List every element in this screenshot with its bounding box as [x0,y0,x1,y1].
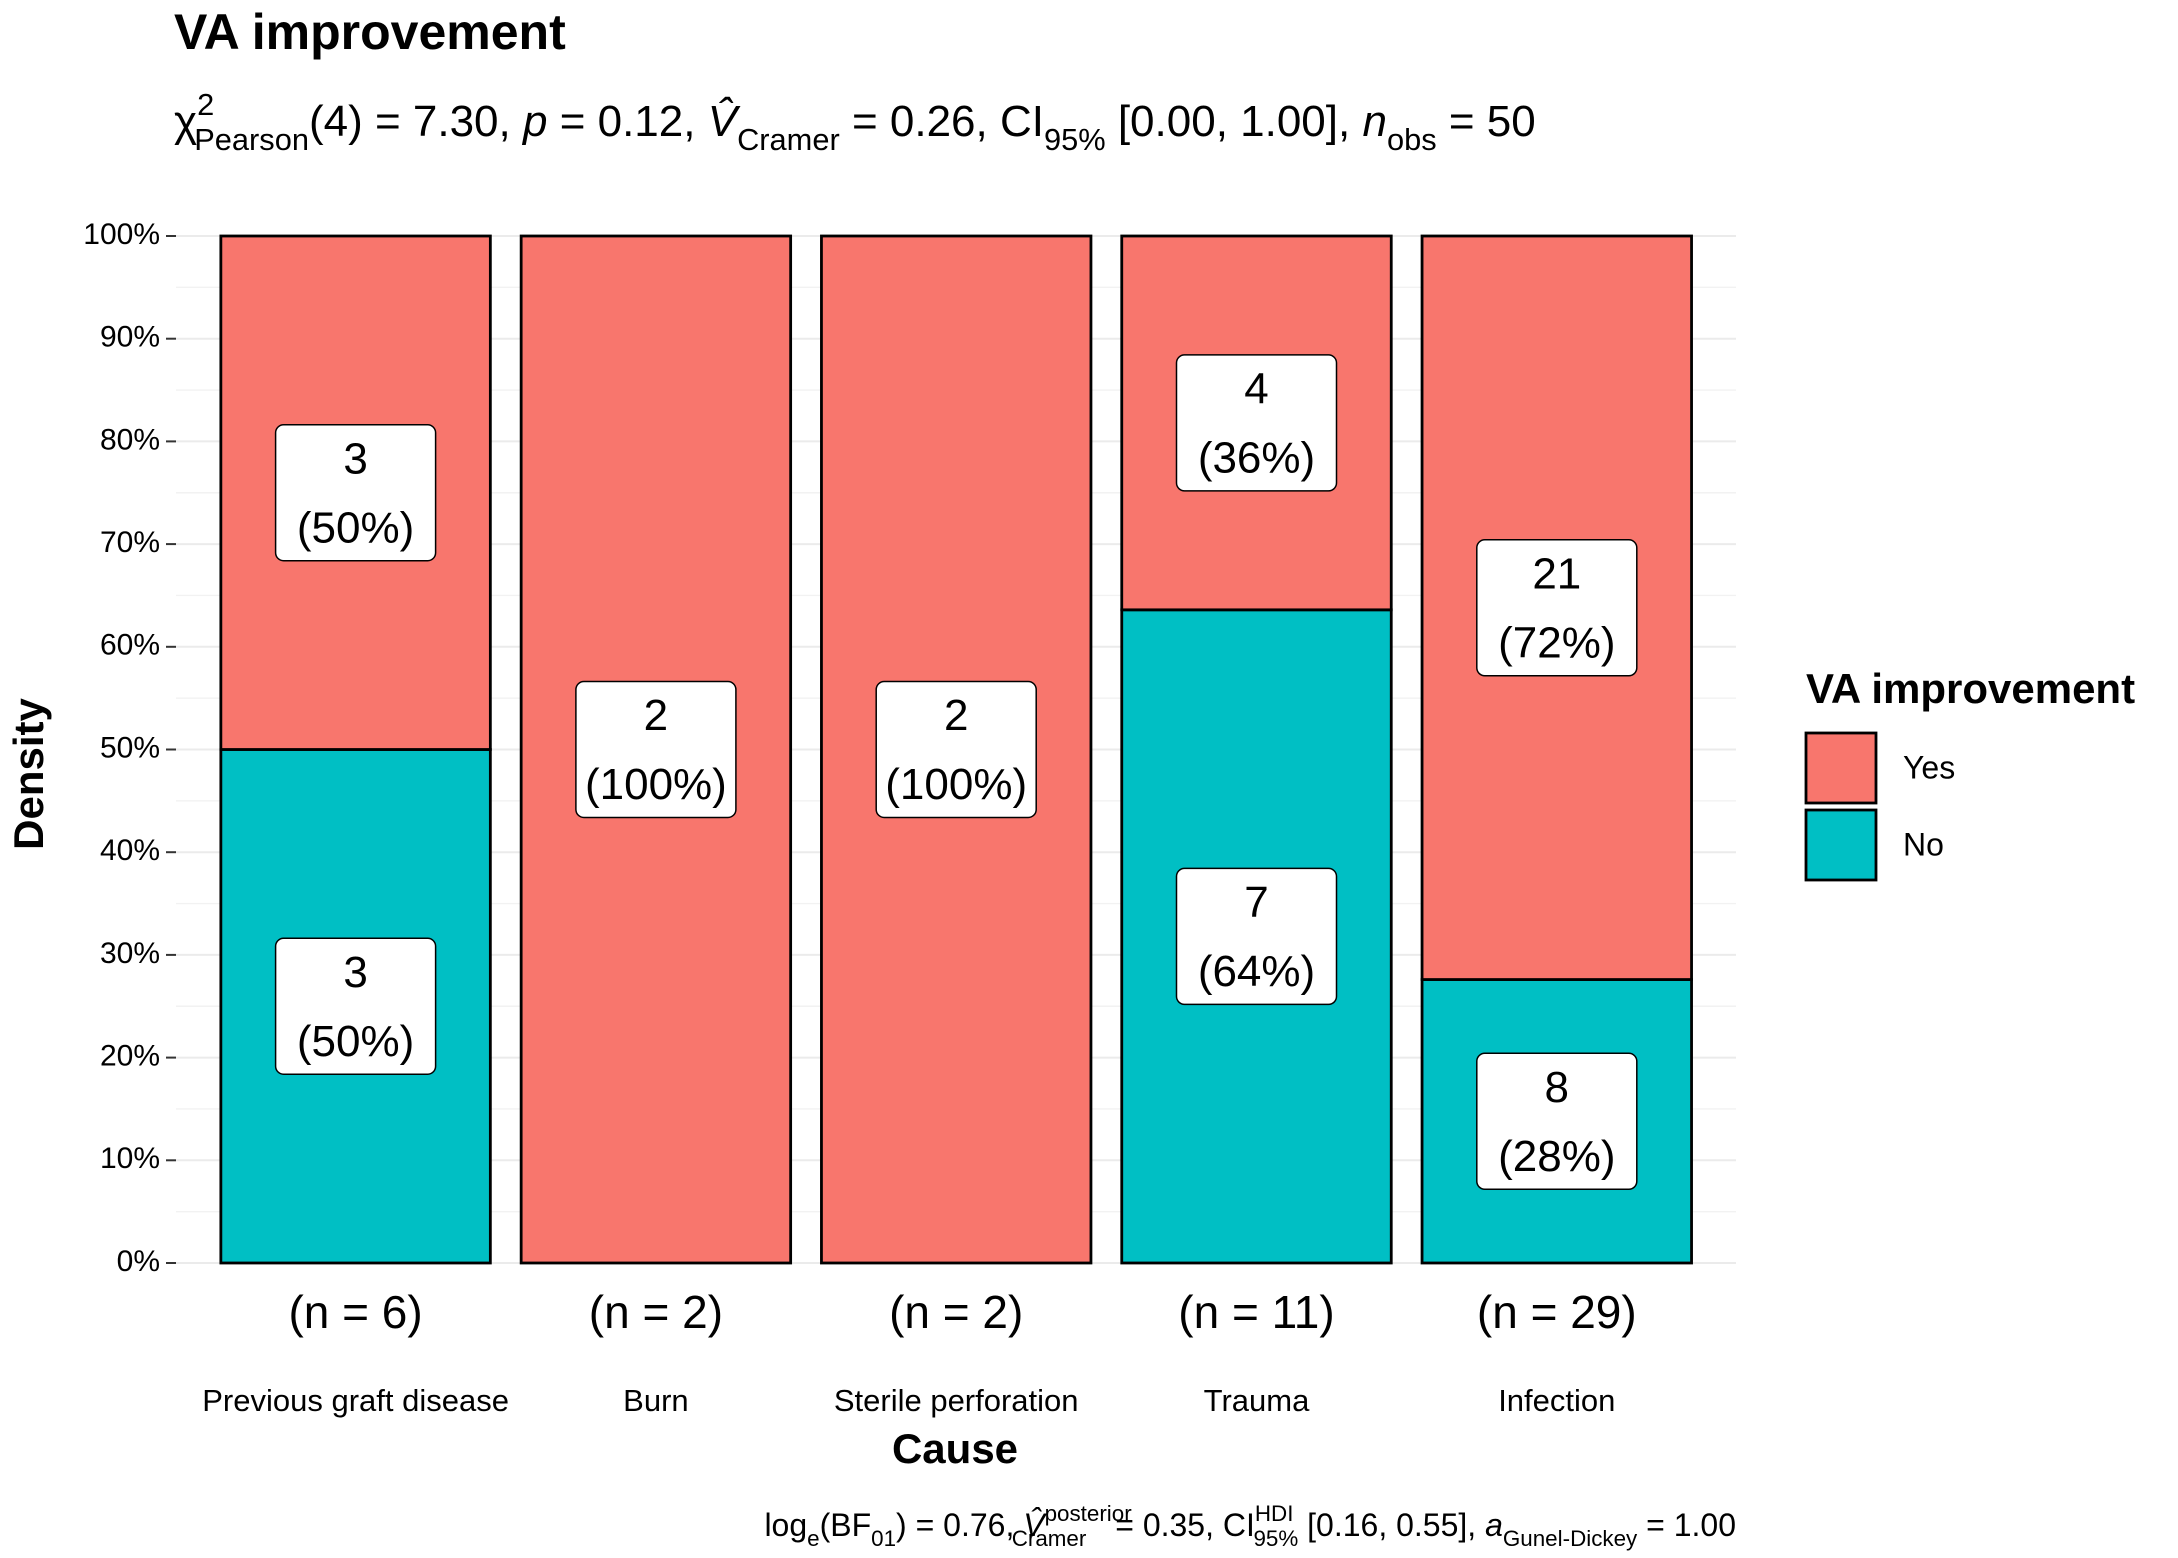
y-tick-label: 70% [100,526,160,559]
y-tick-label: 60% [100,629,160,662]
n-label: (n = 6) [288,1286,422,1338]
count-label: 21 [1532,549,1581,598]
value-label: (50%) [297,1017,414,1066]
value-label: (28%) [1498,1132,1615,1181]
count-label: 2 [944,691,968,740]
label-box [875,680,1037,819]
label-box [1175,354,1338,492]
x-tick-label: Infection [1498,1383,1615,1418]
y-tick-label: 10% [100,1142,160,1175]
value-label: (100%) [585,760,727,809]
count-label: 4 [1244,365,1268,414]
y-tick-label: 100% [83,218,160,251]
y-tick-label: 20% [100,1040,160,1073]
label-box [274,937,437,1075]
count-label: 3 [343,434,367,483]
legend-title: VA improvement [1806,665,2135,712]
legend-label: No [1903,826,1944,862]
y-tick-label: 30% [100,937,160,970]
y-tick-label: 80% [100,423,160,456]
n-label: (n = 11) [1178,1286,1334,1338]
count-label: 7 [1244,878,1268,927]
value-label: (50%) [297,503,414,552]
x-tick-label: Burn [623,1383,688,1418]
y-axis-label: Density [5,698,52,850]
value-label: (72%) [1498,618,1615,667]
count-label: 8 [1545,1063,1569,1112]
x-tick-label: Trauma [1204,1383,1310,1418]
n-label: (n = 2) [889,1286,1023,1338]
x-tick-label: Sterile perforation [834,1383,1079,1418]
label-box [575,680,737,819]
y-tick-label: 50% [100,731,160,764]
y-tick-label: 0% [117,1245,160,1278]
label-box [1175,867,1338,1006]
caption: loge(BF01) = 0.76, V̂posterior Cramer = 0… [764,1501,1736,1551]
legend-key [1804,808,1878,882]
y-tick-label: 40% [100,834,160,867]
label-box [1476,539,1638,677]
y-tick-label: 90% [100,321,160,354]
value-label: (36%) [1198,434,1315,483]
subtitle: χ2 Pearson(4) = 7.30, p = 0.12, V̂Cramer … [174,87,1536,157]
count-label: 3 [343,948,367,997]
n-label: (n = 29) [1477,1286,1637,1338]
chart-title: VA improvement [174,4,566,60]
value-label: (64%) [1198,947,1315,996]
legend-label: Yes [1903,749,1955,785]
legend-key [1804,731,1878,805]
count-label: 2 [644,691,668,740]
value-label: (100%) [885,760,1027,809]
x-tick-label: Previous graft disease [202,1383,509,1418]
label-box [274,424,437,562]
n-label: (n = 2) [589,1286,723,1338]
label-box [1476,1052,1638,1191]
x-axis-label: Cause [892,1425,1018,1472]
